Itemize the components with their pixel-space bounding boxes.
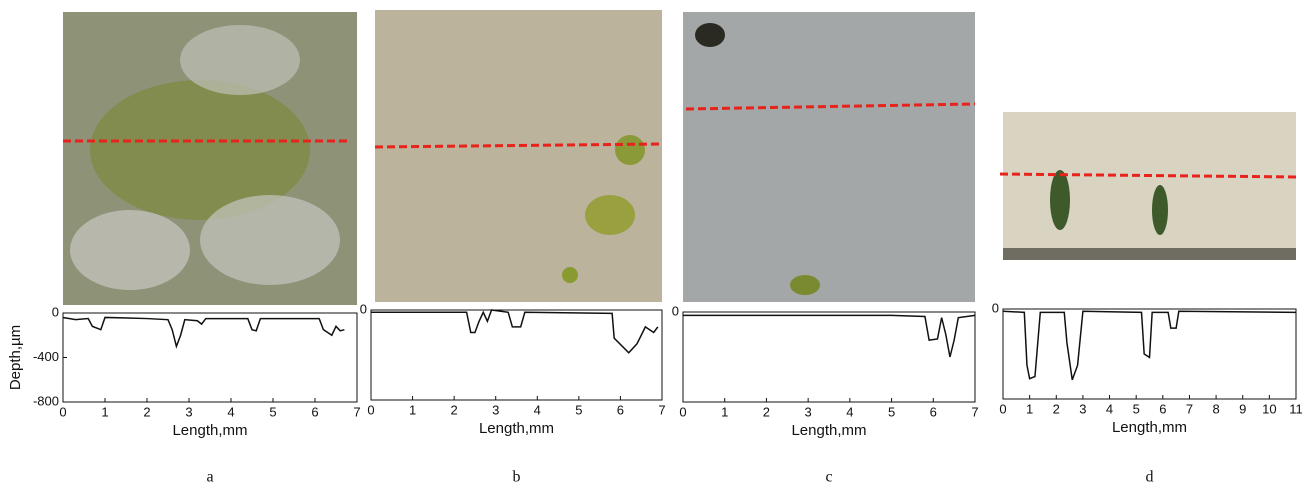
x-tick-label: 5 [1133,401,1140,416]
x-tick-label: 4 [846,404,853,419]
x-tick-label: 2 [1053,401,1060,416]
x-tick-label: 4 [1106,401,1113,416]
x-tick-label: 3 [492,402,499,417]
x-tick-label: 2 [143,404,150,419]
y-axis-label: Depth,µm [7,325,24,390]
plot-frame [683,312,975,402]
profile-line [683,315,975,357]
figure: 012345670-400-800Length,mmDepth,µma01234… [0,0,1306,490]
x-tick-label: 4 [534,402,541,417]
y-tick-label: 0 [52,304,59,319]
x-tick-label: 7 [971,404,978,419]
profile-chart: 0 1 2 3 4 5 6 7 8 9 10 11 0 Length,mm d [992,300,1303,485]
x-tick-label: 1 [1026,401,1033,416]
x-tick-label: 7 [1186,401,1193,416]
x-axis-label: Length,mm [172,422,247,439]
x-tick-label: 6 [311,404,318,419]
caption: d [1146,469,1154,486]
y-tick-label: 0 [672,303,679,318]
plot-frame [371,310,662,400]
profile-chart: 0 1 2 3 4 5 6 7 0 Length,mm b [360,301,666,485]
pit [695,23,725,47]
x-tick-label: 6 [1159,401,1166,416]
y-tick-label: 0 [992,300,999,315]
x-tick-label: 3 [805,404,812,419]
x-tick-label: 8 [1212,401,1219,416]
profile-line [63,317,344,346]
photo-d [1003,112,1296,260]
corrosion-spot [562,267,578,283]
y-tick-label: -800 [33,393,59,408]
y-tick-label: -400 [33,349,59,364]
x-tick-label: 3 [185,404,192,419]
caption: b [513,469,521,486]
x-tick-label: 7 [658,402,665,417]
pit [1050,170,1070,230]
caption: c [825,469,832,486]
x-tick-label: 3 [1079,401,1086,416]
plot-frame [63,313,357,402]
x-tick-label: 0 [679,404,686,419]
pit [1152,185,1168,235]
profile-chart: 0 1 2 3 4 5 6 7 0 Length,mm c [672,303,979,485]
x-tick-label: 5 [888,404,895,419]
x-tick-label: 0 [59,404,66,419]
bright-area [200,195,340,285]
profile-line [1003,311,1296,380]
photo-edge [1003,248,1296,260]
x-tick-label: 5 [575,402,582,417]
y-tick-label: 0 [360,301,367,316]
x-tick-label: 6 [617,402,624,417]
x-tick-label: 2 [451,402,458,417]
x-tick-label: 6 [930,404,937,419]
x-axis-label: Length,mm [791,422,866,439]
profile-line [371,310,658,353]
bright-area [70,210,190,290]
x-tick-label: 7 [353,404,360,419]
bright-area [180,25,300,95]
x-axis-label: Length,mm [479,420,554,437]
x-tick-label: 1 [721,404,728,419]
x-tick-label: 11 [1289,401,1303,416]
photo-c [683,12,975,302]
x-tick-label: 10 [1262,401,1276,416]
x-tick-label: 1 [409,402,416,417]
corrosion-spot [790,275,820,295]
x-tick-label: 2 [763,404,770,419]
x-tick-label: 5 [269,404,276,419]
corrosion-spot [585,195,635,235]
x-tick-label: 0 [999,401,1006,416]
caption: a [206,469,213,486]
x-tick-label: 1 [101,404,108,419]
profile-chart: 0 1 2 3 4 5 6 7 0 -400 -800 Length,mm Depth,µm a [7,304,361,485]
corrosion-spot [615,135,645,165]
x-tick-label: 0 [367,402,374,417]
x-axis-label: Length,mm [1112,419,1187,436]
x-tick-label: 4 [227,404,234,419]
x-tick-label: 9 [1239,401,1246,416]
photos [63,10,1296,305]
